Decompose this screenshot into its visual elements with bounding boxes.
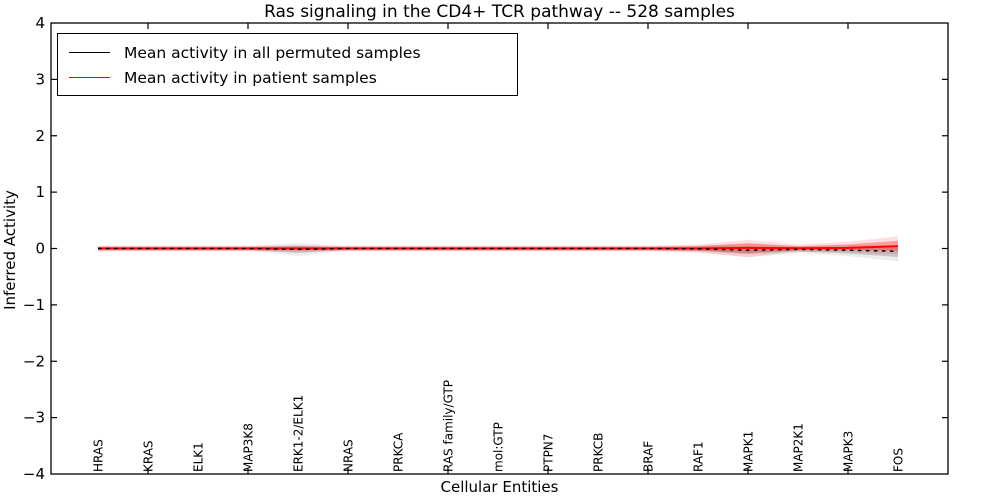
axis-ticks [51, 23, 948, 474]
permuted-band [98, 242, 898, 262]
category-label: ERK1-2/ELK1 [292, 395, 306, 472]
category-label: RAF1 [692, 441, 706, 472]
y-axis-label: Inferred Activity [1, 190, 19, 310]
y-tick-label: 1 [35, 183, 45, 201]
category-label: BRAF [642, 441, 656, 472]
y-tick-label: 3 [35, 70, 45, 88]
category-label: KRAS [142, 440, 156, 472]
legend-item-patient: Mean activity in patient samples [58, 65, 517, 90]
chart-title: Ras signaling in the CD4+ TCR pathway --… [264, 2, 735, 22]
category-label: PRKCA [392, 432, 406, 472]
y-tick-label: 2 [35, 127, 45, 145]
category-label: MAPK1 [742, 431, 756, 472]
permuted-mean-line [98, 247, 899, 253]
category-label: MAP3K8 [242, 423, 256, 472]
patient-line-sample-icon [69, 77, 110, 78]
legend-box: Mean activity in all permuted samples Me… [57, 33, 518, 96]
category-label: PRKCB [592, 433, 606, 472]
category-label: ELK1 [192, 442, 206, 472]
y-tick-label: −1 [23, 296, 45, 314]
legend-label: Mean activity in patient samples [124, 68, 377, 87]
category-labels: HRAS KRAS ELK1 MAP3K8 ERK1-2/ELK1 NRAS PRKCA RA… [92, 380, 906, 472]
category-label: MAPK3 [842, 431, 856, 472]
patient-band [98, 236, 898, 258]
series-lines [98, 245, 899, 253]
x-axis-label: Cellular Entities [440, 478, 559, 496]
legend-item-permuted: Mean activity in all permuted samples [58, 40, 517, 65]
y-tick-label: 4 [35, 14, 45, 32]
category-label: MAP2K1 [792, 423, 806, 472]
legend-label: Mean activity in all permuted samples [124, 43, 421, 62]
category-label: NRAS [342, 439, 356, 472]
category-label: PTPN7 [542, 434, 556, 472]
category-label: RAS family/GTP [442, 380, 456, 472]
y-tick-label: 0 [35, 240, 45, 258]
category-label: HRAS [92, 439, 106, 472]
y-tick-labels: 4 3 2 1 0 −1 −2 −3 −4 [23, 14, 45, 483]
category-label: FOS [892, 448, 906, 472]
y-tick-label: −4 [23, 465, 45, 483]
y-tick-label: −3 [23, 409, 45, 427]
y-tick-label: −2 [23, 352, 45, 370]
permuted-line-sample-icon [69, 52, 110, 53]
category-label: mol:GTP [492, 422, 506, 472]
